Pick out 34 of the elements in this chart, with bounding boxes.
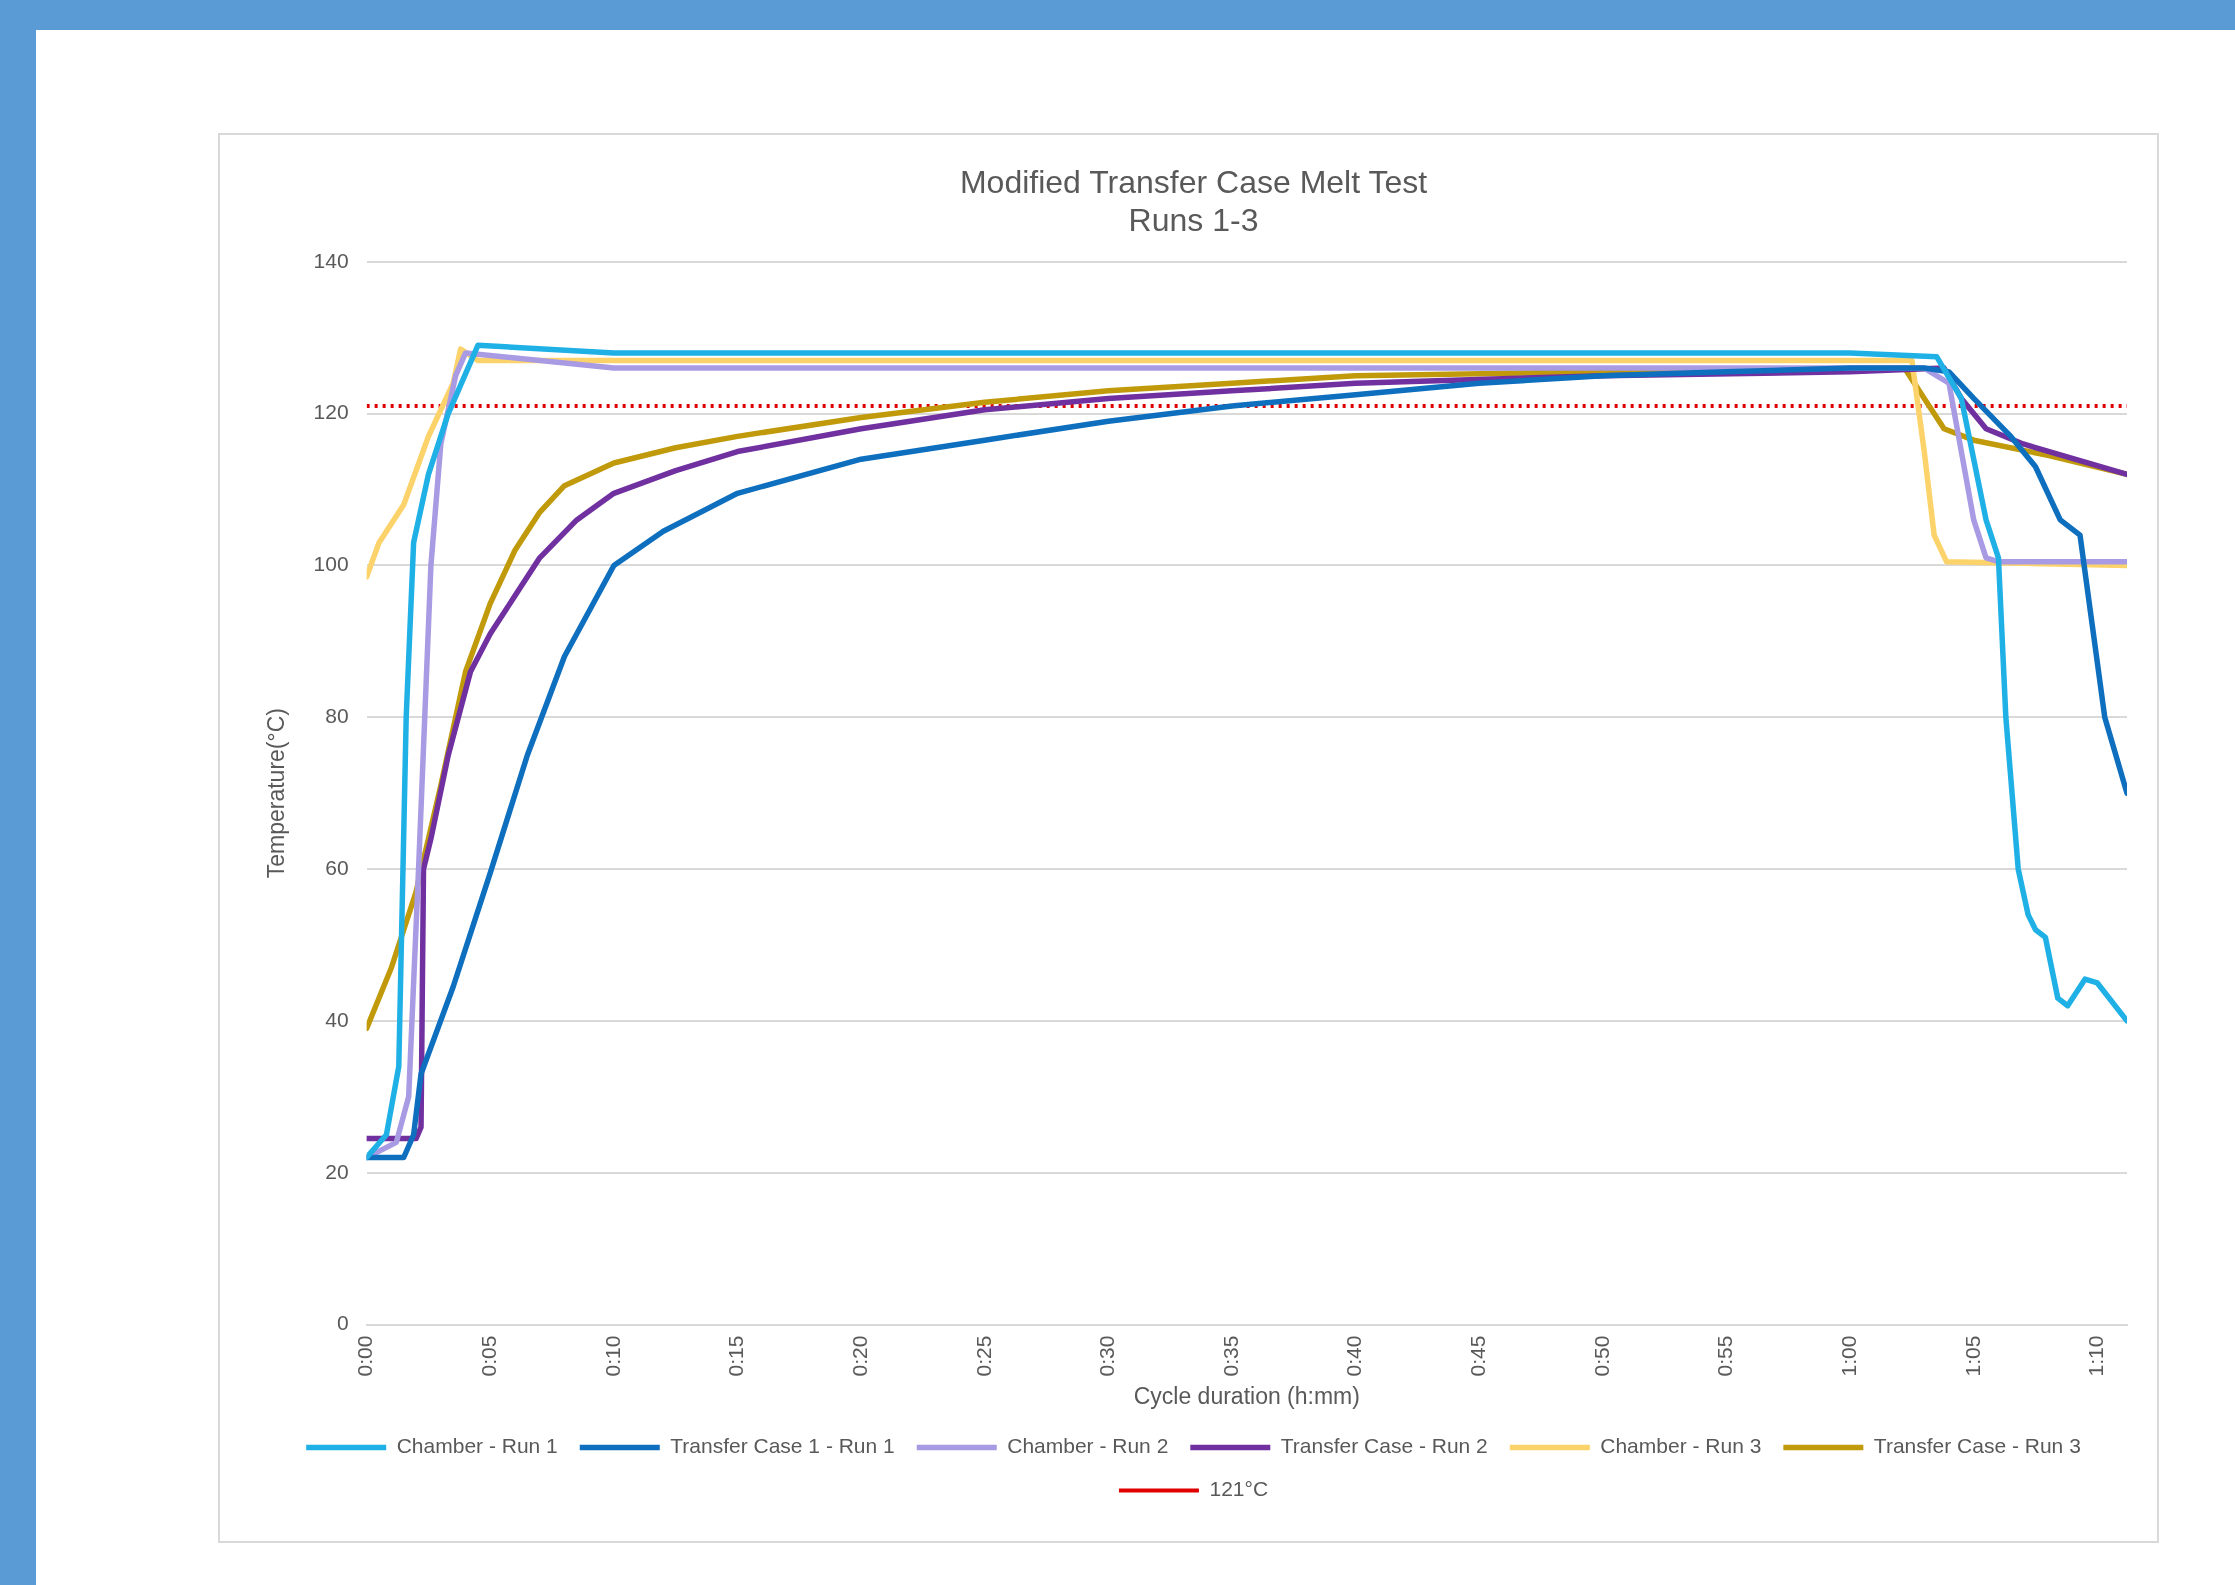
y-tick-label: 40	[325, 1007, 349, 1031]
legend-label: Transfer Case 1 - Run 1	[670, 1434, 895, 1458]
x-tick-label: 0:55	[1713, 1335, 1737, 1377]
x-tick-label: 1:05	[1960, 1335, 1984, 1377]
x-tick-label: 0:20	[847, 1335, 871, 1377]
x-tick-label: 0:45	[1466, 1335, 1490, 1377]
chart-title: Modified Transfer Case Melt Test	[959, 164, 1428, 201]
y-tick-label: 20	[325, 1159, 349, 1183]
x-axis-title: Cycle duration (h:mm)	[1133, 1382, 1360, 1409]
x-tick-label: 0:30	[1095, 1335, 1119, 1377]
y-tick-label: 120	[313, 400, 349, 424]
y-tick-label: 140	[313, 248, 349, 272]
x-tick-label: 0:50	[1589, 1335, 1613, 1377]
legend-label: Transfer Case - Run 3	[1873, 1434, 2081, 1458]
x-tick-label: 1:00	[1836, 1335, 1860, 1377]
legend-label: Chamber - Run 2	[1007, 1434, 1169, 1458]
x-tick-label: 0:40	[1342, 1335, 1366, 1377]
x-tick-label: 0:25	[971, 1335, 995, 1377]
x-tick-label: 0:10	[600, 1335, 624, 1377]
legend-label: Chamber - Run 1	[396, 1434, 558, 1458]
x-tick-label: 0:00	[353, 1335, 377, 1377]
y-tick-label: 100	[313, 552, 349, 576]
x-tick-label: 0:35	[1218, 1335, 1242, 1377]
chart-subtitle: Runs 1-3	[1128, 202, 1259, 239]
x-tick-label: 0:05	[477, 1335, 501, 1377]
legend-label: Transfer Case - Run 2	[1280, 1434, 1488, 1458]
y-tick-label: 60	[325, 855, 349, 879]
legend-label: 121°C	[1209, 1477, 1269, 1501]
legend-label: Chamber - Run 3	[1600, 1434, 1762, 1458]
x-tick-label: 0:15	[724, 1335, 748, 1377]
x-tick-label: 1:10	[2084, 1335, 2108, 1377]
y-tick-label: 80	[325, 704, 349, 728]
y-tick-label: 0	[336, 1311, 349, 1335]
y-axis-title: Temperature(°C)	[263, 708, 290, 879]
